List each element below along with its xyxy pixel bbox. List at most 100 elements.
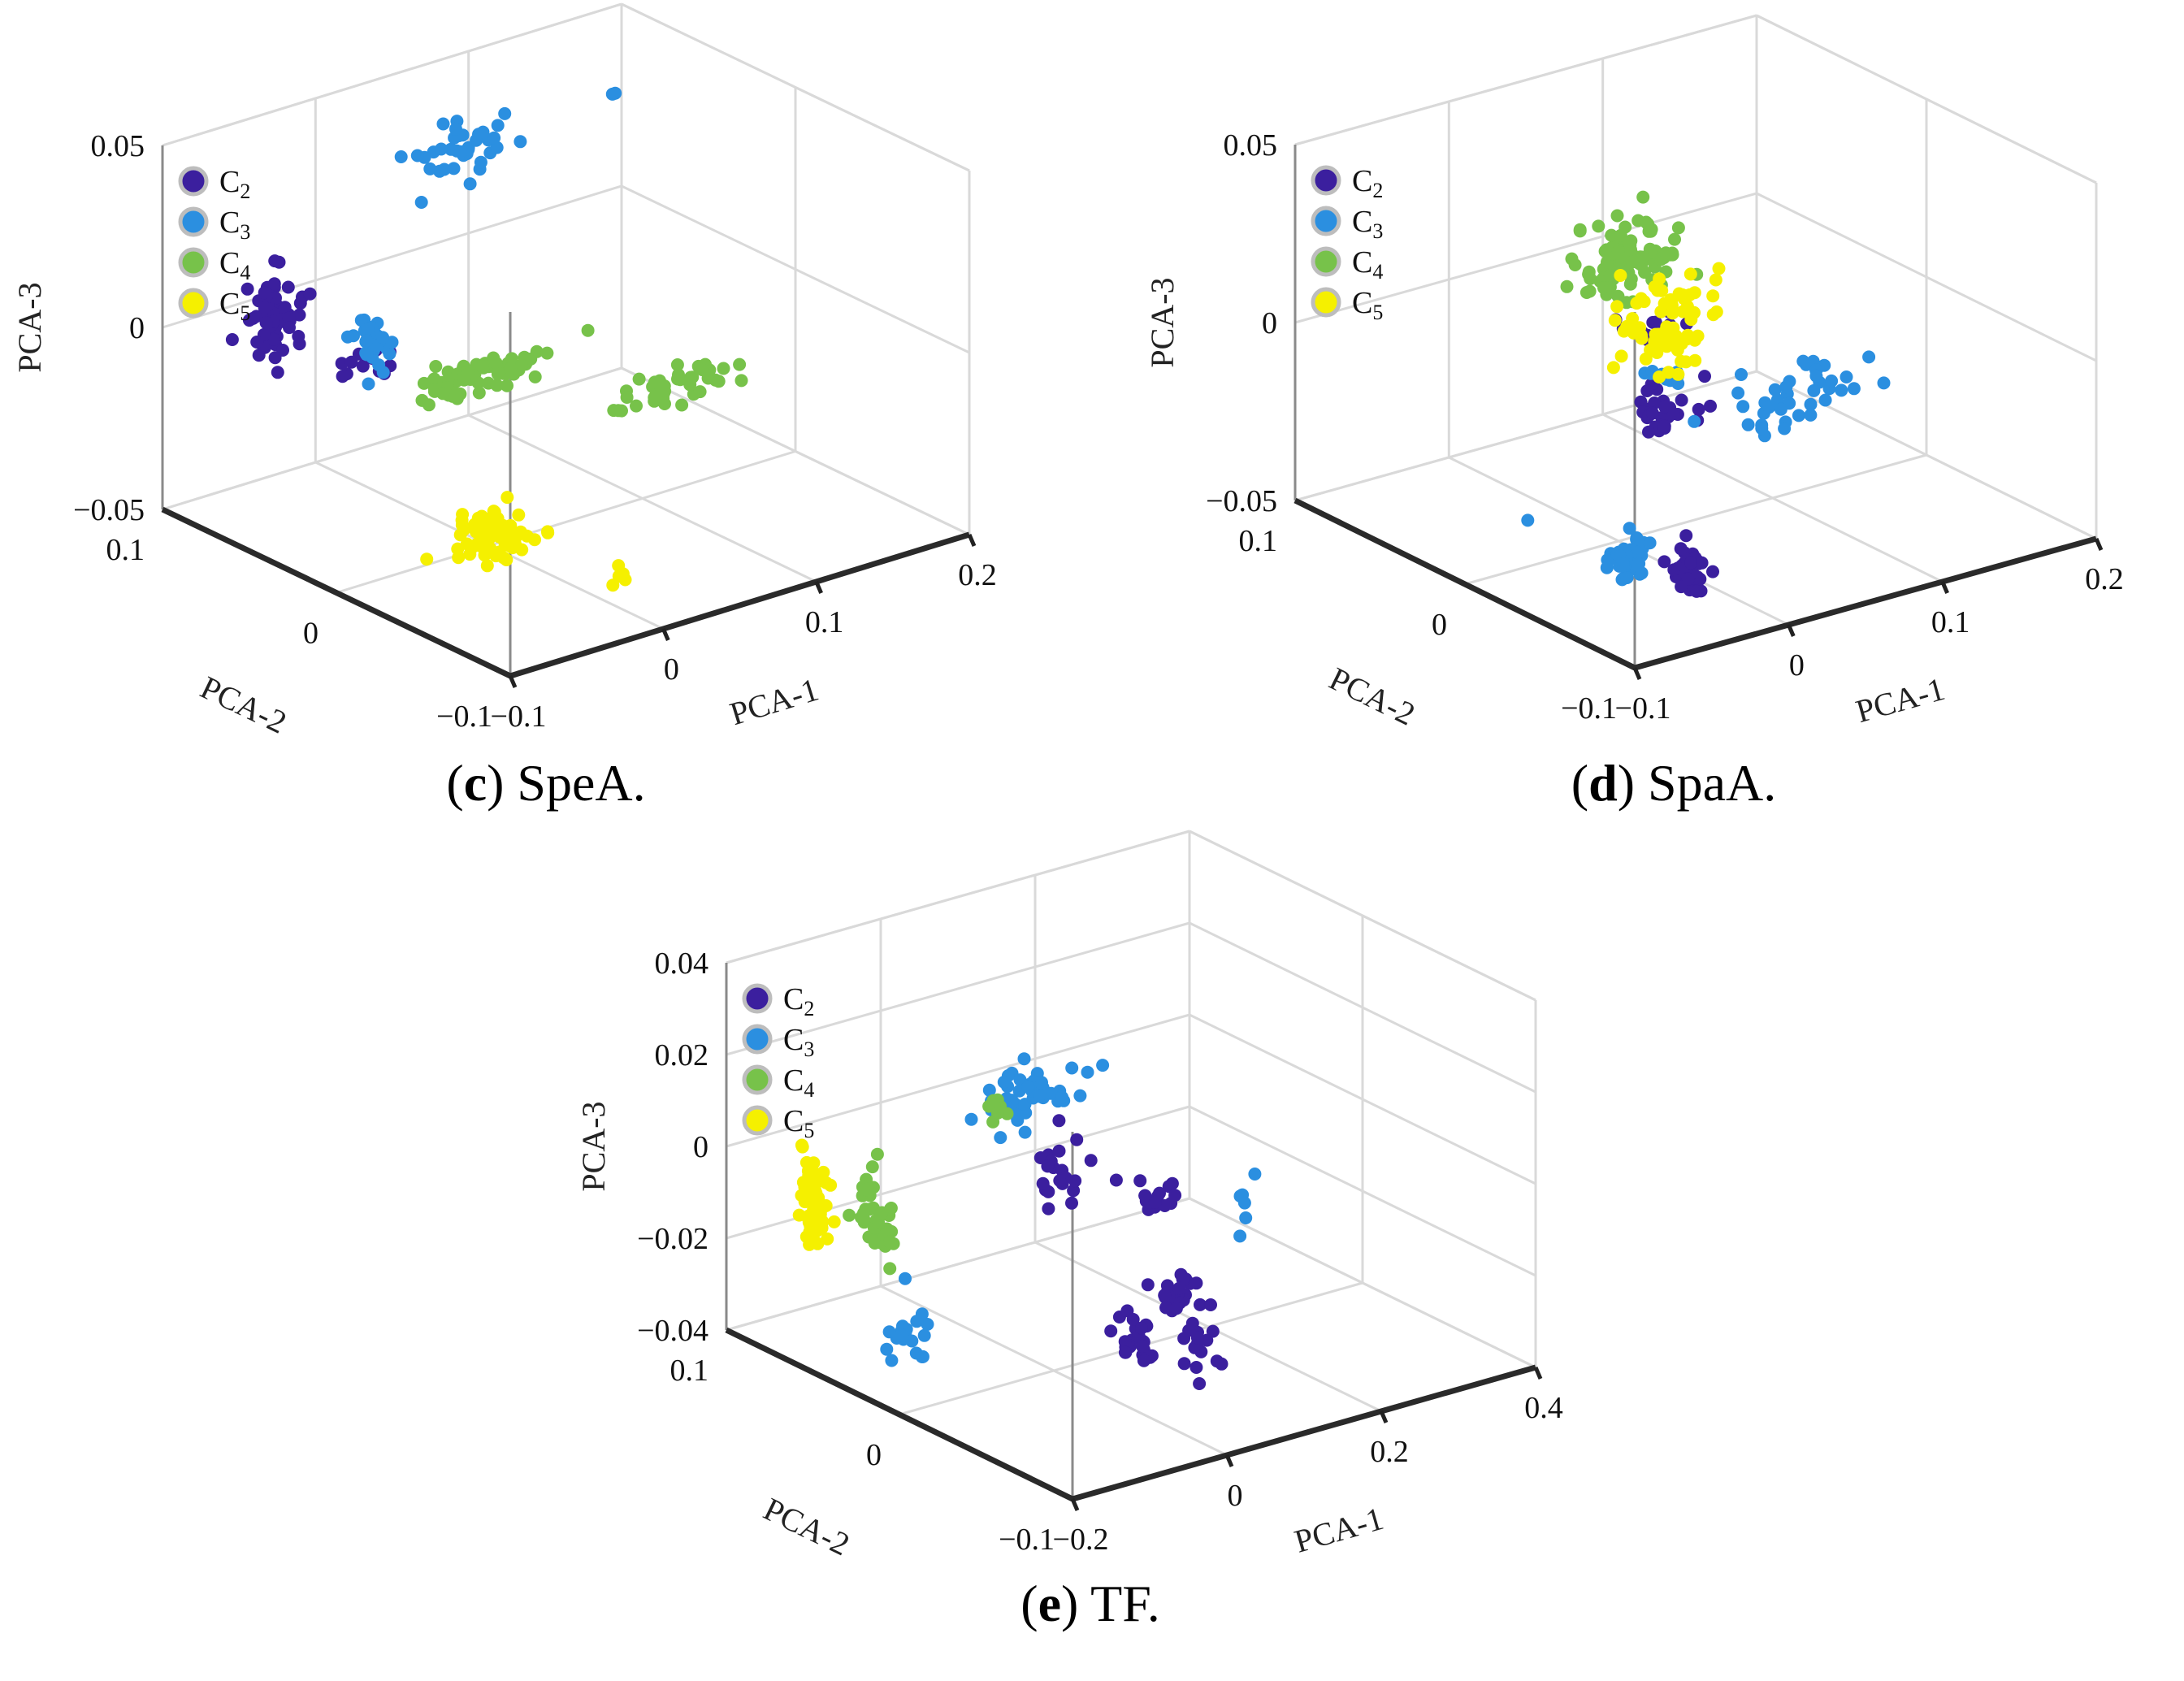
- data-point: [420, 552, 434, 566]
- axes: [1294, 497, 2097, 671]
- grid-line: [1189, 830, 1536, 1002]
- legend-marker: [742, 1024, 773, 1055]
- legend-label-base: C: [219, 206, 240, 240]
- z-tick-label: 0.02: [655, 1038, 709, 1072]
- data-point: [340, 330, 354, 344]
- data-point: [1624, 243, 1637, 257]
- data-point: [1809, 369, 1823, 383]
- x-tick-mark: [661, 628, 670, 641]
- data-point: [282, 311, 296, 325]
- x-tick-label: −0.1: [1615, 691, 1671, 726]
- data-points: [225, 86, 748, 592]
- y-tick-label: −0.1: [1561, 691, 1617, 726]
- data-point: [910, 1315, 924, 1328]
- data-point: [1109, 1173, 1123, 1187]
- z-tick-label: 0.04: [655, 947, 709, 981]
- data-point: [293, 297, 307, 310]
- x-axis-line: [1072, 1364, 1536, 1502]
- data-points: [1521, 190, 1891, 598]
- data-point: [476, 125, 490, 139]
- data-point: [1560, 279, 1574, 293]
- grid-line: [1294, 192, 1757, 324]
- caption-letter: e: [1038, 1575, 1061, 1632]
- legend-label-sub: 4: [804, 1078, 814, 1102]
- data-point: [684, 370, 698, 384]
- data-point: [491, 119, 505, 132]
- legend-label-sub: 3: [804, 1038, 814, 1061]
- data-point: [267, 332, 281, 346]
- data-point: [1658, 555, 1671, 569]
- data-point: [1676, 305, 1690, 318]
- axes: [161, 506, 971, 679]
- legend-marker: [178, 288, 209, 318]
- data-point: [1190, 1331, 1204, 1345]
- legend-marker: [1311, 165, 1341, 196]
- data-point: [1159, 1301, 1172, 1315]
- data-point: [1706, 289, 1720, 303]
- data-point: [813, 1211, 827, 1224]
- grid-line: [1756, 192, 2097, 362]
- data-point: [417, 376, 431, 390]
- grid-line: [1189, 1013, 1536, 1185]
- grid-line: [1294, 14, 1757, 146]
- caption-letter: c: [464, 754, 487, 812]
- data-point: [258, 286, 271, 300]
- data-point: [1172, 1281, 1186, 1295]
- data-point: [1658, 419, 1671, 433]
- data-point: [1126, 1313, 1140, 1326]
- data-point: [1084, 1154, 1098, 1168]
- x-tick-label: 0: [664, 652, 679, 687]
- legend-label-sub: 4: [1372, 260, 1383, 284]
- data-point: [1649, 315, 1662, 329]
- data-point: [1118, 1335, 1132, 1349]
- data-point: [693, 385, 707, 399]
- legend-label-base: C: [1352, 164, 1372, 198]
- data-point: [612, 559, 626, 573]
- data-point: [1671, 367, 1685, 381]
- data-point: [1688, 353, 1702, 367]
- data-point: [1654, 305, 1668, 318]
- series-c5: [420, 491, 632, 592]
- caption-paren: (: [446, 754, 463, 812]
- data-point: [1792, 409, 1805, 422]
- data-point: [252, 349, 266, 362]
- data-point: [1862, 350, 1876, 364]
- data-point: [1807, 383, 1821, 397]
- data-point: [1840, 370, 1853, 383]
- data-point: [620, 391, 634, 404]
- x-tick-mark: [967, 534, 977, 547]
- data-point: [1804, 397, 1818, 411]
- data-point: [451, 542, 465, 556]
- data-point: [1646, 406, 1659, 420]
- data-point: [1778, 422, 1792, 435]
- y-tick-label: 0: [1432, 608, 1447, 642]
- data-point: [1636, 250, 1649, 264]
- subplot-e: −0.2 0 0.2 0.4 0.1 0 −0.1 0.04 0.02 0 −0.02 −0.04 PC…: [575, 830, 1563, 1632]
- data-point: [489, 356, 503, 370]
- x-axis-line: [509, 531, 971, 679]
- legend-label: C2: [219, 165, 250, 203]
- tick-labels: −0.1 0 0.1 0.2 0.1 0 −0.1 0.05 0 −0.05: [1206, 128, 2124, 726]
- subplot-c: −0.1 0 0.1 0.2 0.1 0 −0.1 0.05 0 −0.05 PCA-1 PCA-2 P…: [11, 2, 997, 812]
- legend-label-sub: 3: [240, 220, 250, 244]
- data-point: [1675, 393, 1688, 407]
- data-point: [1651, 284, 1665, 297]
- data-point: [1141, 1278, 1155, 1292]
- data-point: [1065, 1196, 1078, 1210]
- data-point: [712, 375, 726, 388]
- data-point: [648, 375, 661, 389]
- z-tick-label: −0.02: [637, 1222, 708, 1256]
- grid-line: [1189, 1105, 1536, 1277]
- data-point: [1070, 1133, 1084, 1146]
- data-point: [1659, 246, 1673, 260]
- data-point: [471, 511, 485, 525]
- caption-paren: ): [487, 754, 504, 812]
- data-point: [372, 358, 386, 372]
- legend-label-base: C: [1352, 205, 1372, 239]
- data-point: [1736, 400, 1750, 414]
- data-point: [500, 379, 514, 392]
- z-tick-label: −0.05: [73, 493, 145, 527]
- data-point: [824, 1178, 838, 1192]
- data-point: [1796, 354, 1810, 368]
